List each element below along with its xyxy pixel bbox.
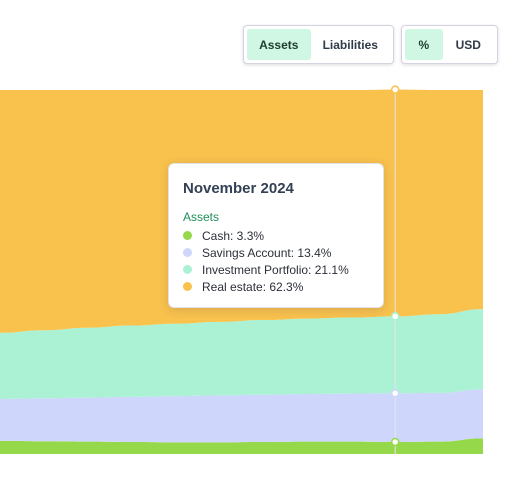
chart-tooltip: November 2024 Assets Cash: 3.3% Savings … [168, 163, 384, 308]
assets-toggle-button[interactable]: Assets [247, 29, 311, 60]
tooltip-row-label: Cash: 3.3% [202, 228, 265, 243]
tooltip-row-label: Savings Account: 13.4% [202, 245, 332, 260]
savings-legend-dot [183, 248, 192, 257]
investment-portfolio-hover-point [390, 312, 400, 321]
view-toggle: Assets Liabilities [243, 25, 394, 64]
percent-toggle-button[interactable]: % [405, 29, 443, 60]
cash-hover-point [390, 437, 400, 447]
tooltip-row-label: Investment Portfolio: 21.1% [202, 262, 349, 277]
usd-toggle-button[interactable]: USD [455, 37, 481, 52]
real-estate-hover-point [390, 85, 400, 94]
tooltip-row-label: Real estate: 62.3% [202, 279, 304, 294]
tooltip-row-real-estate: Real estate: 62.3% [183, 278, 369, 295]
real-estate-legend-dot [183, 282, 192, 291]
investment-portfolio-area[interactable] [0, 309, 483, 400]
cash-area[interactable] [0, 438, 483, 454]
liabilities-toggle-button[interactable]: Liabilities [322, 37, 378, 52]
tooltip-title: November 2024 [183, 180, 294, 197]
tooltip-row-cash: Cash: 3.3% [183, 227, 369, 244]
hover-points [390, 85, 400, 447]
unit-toggle: % USD [401, 25, 498, 64]
cash-legend-dot [183, 231, 192, 240]
investment-legend-dot [183, 265, 192, 274]
tooltip-row-savings: Savings Account: 13.4% [183, 244, 369, 261]
savings-account-hover-point [390, 388, 400, 398]
tooltip-row-investment: Investment Portfolio: 21.1% [183, 261, 369, 278]
tooltip-group-label: Assets [183, 210, 220, 224]
savings-account-area[interactable] [0, 389, 483, 443]
